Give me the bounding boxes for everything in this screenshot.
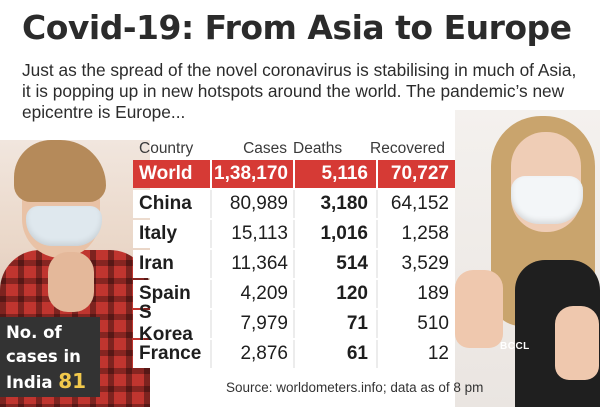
source-note: Source: worldometers.info; data as of 8 …	[226, 380, 484, 395]
india-case-count: 81	[58, 369, 87, 393]
cell-country: Spain	[133, 280, 210, 308]
cell-deaths: 3,180	[295, 190, 376, 218]
cell-deaths: 1,016	[295, 220, 376, 248]
cell-deaths: 120	[295, 280, 376, 308]
cell-recovered: 510	[378, 310, 455, 338]
table-row: France 2,876 61 12	[133, 340, 455, 368]
cell-country: France	[133, 340, 210, 368]
header-country: Country	[139, 140, 194, 157]
cell-country: Italy	[133, 220, 210, 248]
india-box-line1: No. of	[6, 323, 62, 342]
cell-cases: 7,979	[212, 310, 293, 338]
table-row: Italy 15,113 1,016 1,258	[133, 220, 455, 248]
india-label: India	[6, 373, 53, 392]
cell-country: China	[133, 190, 210, 218]
cell-country: World	[133, 160, 210, 188]
intro-paragraph: Just as the spread of the novel coronavi…	[22, 60, 577, 122]
cell-recovered: 1,258	[378, 220, 455, 248]
header-deaths: Deaths	[293, 140, 343, 157]
cell-cases: 2,876	[212, 340, 293, 368]
cell-cases: 15,113	[212, 220, 293, 248]
cell-recovered: 64,152	[378, 190, 455, 218]
cell-cases: 4,209	[212, 280, 293, 308]
photo-credit: BCCL	[500, 341, 530, 352]
cell-recovered: 3,529	[378, 250, 455, 278]
cell-cases: 80,989	[212, 190, 293, 218]
cell-cases: 11,364	[212, 250, 293, 278]
table-row: Iran 11,364 514 3,529	[133, 250, 455, 278]
woman-with-mask-photo	[455, 110, 600, 407]
cell-cases: 1,38,170	[212, 160, 293, 188]
table-row: Spain 4,209 120 189	[133, 280, 455, 308]
india-cases-box: No. of cases in India 81	[0, 317, 100, 397]
header-cases: Cases	[243, 140, 287, 157]
cell-deaths: 71	[295, 310, 376, 338]
table-row-world: World 1,38,170 5,116 70,727	[133, 160, 455, 188]
cell-recovered: 189	[378, 280, 455, 308]
table-row: China 80,989 3,180 64,152	[133, 190, 455, 218]
cell-deaths: 514	[295, 250, 376, 278]
cell-country: Iran	[133, 250, 210, 278]
page-title: Covid-19: From Asia to Europe	[22, 8, 572, 47]
cell-recovered: 70,727	[378, 160, 455, 188]
table-header: Country Cases Deaths Recovered	[133, 136, 455, 158]
cell-country: S Korea	[133, 302, 210, 345]
cell-deaths: 5,116	[295, 160, 376, 188]
cell-recovered: 12	[378, 340, 455, 368]
covid-stats-table: Country Cases Deaths Recovered World 1,3…	[133, 136, 455, 368]
india-box-line3: India 81	[6, 369, 100, 395]
table-row: S Korea 7,979 71 510	[133, 302, 455, 345]
cell-deaths: 61	[295, 340, 376, 368]
india-box-line2: cases in	[6, 347, 81, 366]
header-recovered: Recovered	[370, 140, 445, 157]
